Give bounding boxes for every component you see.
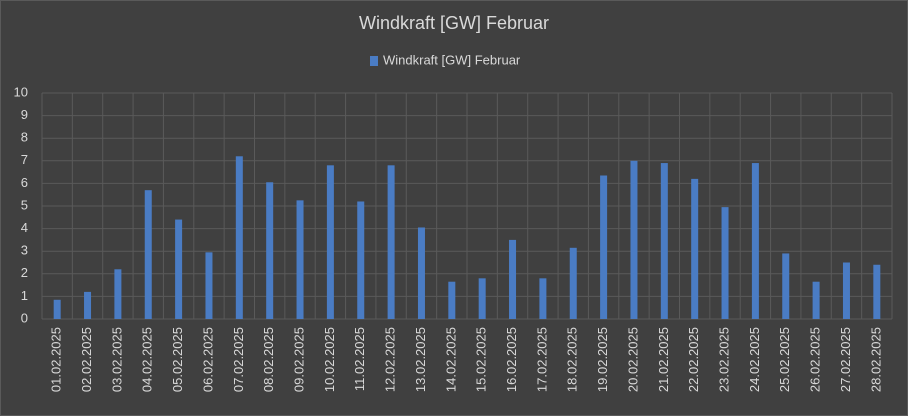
bar <box>448 281 456 319</box>
x-tick-label: 04.02.2025 <box>140 327 155 392</box>
bar <box>205 252 213 319</box>
x-tick-label: 23.02.2025 <box>716 327 731 392</box>
bar <box>600 175 608 319</box>
x-tick-label: 01.02.2025 <box>49 327 64 392</box>
x-tick-label: 19.02.2025 <box>595 327 610 392</box>
x-tick-label: 25.02.2025 <box>777 327 792 392</box>
bar <box>812 281 820 319</box>
x-tick-label: 10.02.2025 <box>322 327 337 392</box>
x-tick-label: 26.02.2025 <box>808 327 823 392</box>
x-tick-label: 11.02.2025 <box>352 327 367 391</box>
bar <box>114 269 122 319</box>
x-tick-label: 14.02.2025 <box>443 327 458 392</box>
y-tick-label: 0 <box>21 310 28 325</box>
bar <box>842 262 850 319</box>
x-tick-label: 18.02.2025 <box>565 327 580 392</box>
x-tick-label: 03.02.2025 <box>109 327 124 392</box>
x-tick-label: 13.02.2025 <box>413 327 428 392</box>
y-tick-label: 8 <box>21 130 28 145</box>
bar <box>53 299 61 319</box>
y-tick-label: 10 <box>14 84 28 99</box>
y-tick-label: 2 <box>21 265 28 280</box>
y-tick-label: 6 <box>21 175 28 190</box>
bar <box>296 200 304 319</box>
bar <box>630 160 638 319</box>
bar <box>266 182 274 319</box>
bar <box>417 227 425 319</box>
y-tick-label: 3 <box>21 243 28 258</box>
bar <box>569 247 577 319</box>
legend-label: Windkraft [GW] Februar <box>383 52 521 67</box>
bar <box>751 163 759 319</box>
bar <box>721 207 729 319</box>
bar <box>782 253 790 319</box>
x-tick-label: 22.02.2025 <box>686 327 701 392</box>
bar <box>235 156 243 319</box>
x-tick-label: 06.02.2025 <box>200 327 215 392</box>
x-tick-label: 21.02.2025 <box>656 327 671 392</box>
x-tick-label: 20.02.2025 <box>625 327 640 392</box>
x-tick-label: 09.02.2025 <box>291 327 306 392</box>
bar <box>357 201 365 319</box>
bar <box>873 264 881 319</box>
bar <box>175 219 183 319</box>
x-tick-label: 17.02.2025 <box>534 327 549 392</box>
bar <box>509 239 517 319</box>
y-tick-label: 9 <box>21 107 28 122</box>
y-tick-label: 4 <box>21 220 28 235</box>
x-tick-label: 08.02.2025 <box>261 327 276 392</box>
x-tick-label: 07.02.2025 <box>231 327 246 392</box>
x-tick-label: 16.02.2025 <box>504 327 519 392</box>
y-tick-label: 7 <box>21 152 28 167</box>
legend-swatch <box>370 56 378 66</box>
bar <box>387 165 395 319</box>
x-tick-label: 24.02.2025 <box>747 327 762 392</box>
y-tick-label: 5 <box>21 197 28 212</box>
y-tick-label: 1 <box>21 288 28 303</box>
x-tick-label: 28.02.2025 <box>868 327 883 392</box>
x-tick-label: 02.02.2025 <box>79 327 94 392</box>
bar <box>326 165 334 319</box>
x-tick-label: 12.02.2025 <box>383 327 398 392</box>
bar <box>84 291 92 319</box>
chart-title: Windkraft [GW] Februar <box>359 13 549 33</box>
bar <box>691 178 699 319</box>
x-tick-label: 27.02.2025 <box>838 327 853 392</box>
bar <box>539 278 547 319</box>
bar <box>478 278 486 319</box>
bar <box>144 190 152 319</box>
x-tick-label: 15.02.2025 <box>474 327 489 392</box>
x-tick-label: 05.02.2025 <box>170 327 185 392</box>
bar <box>660 163 668 319</box>
